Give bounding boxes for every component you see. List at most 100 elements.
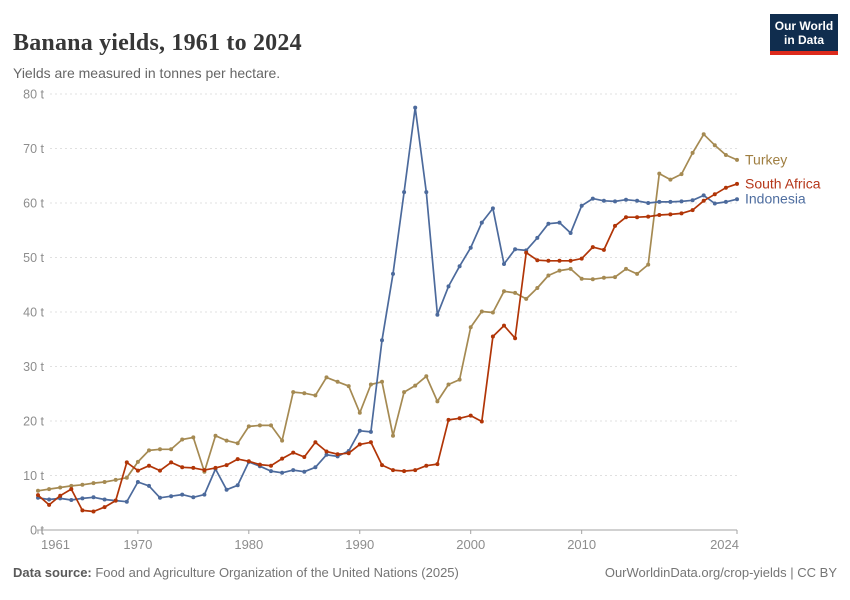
data-point-turkey[interactable]: [235, 441, 240, 446]
data-point-turkey[interactable]: [180, 437, 185, 442]
data-point-turkey[interactable]: [468, 325, 473, 330]
data-point-south-africa[interactable]: [712, 192, 717, 197]
data-point-south-africa[interactable]: [402, 469, 407, 474]
data-point-south-africa[interactable]: [91, 509, 96, 514]
data-point-turkey[interactable]: [513, 290, 518, 295]
data-point-turkey[interactable]: [568, 266, 573, 271]
owid-logo[interactable]: Our World in Data: [770, 14, 838, 55]
data-point-south-africa[interactable]: [80, 508, 85, 513]
data-point-south-africa[interactable]: [235, 457, 240, 462]
data-point-south-africa[interactable]: [368, 440, 373, 445]
data-point-south-africa[interactable]: [579, 256, 584, 261]
data-point-turkey[interactable]: [735, 157, 739, 162]
data-point-south-africa[interactable]: [479, 419, 484, 424]
data-point-turkey[interactable]: [58, 485, 63, 490]
data-point-indonesia[interactable]: [446, 284, 451, 289]
data-point-turkey[interactable]: [535, 286, 540, 290]
data-point-indonesia[interactable]: [69, 498, 74, 502]
data-point-south-africa[interactable]: [513, 336, 518, 341]
data-point-turkey[interactable]: [313, 393, 318, 398]
data-point-turkey[interactable]: [712, 143, 717, 148]
data-point-south-africa[interactable]: [180, 465, 185, 470]
data-point-turkey[interactable]: [158, 447, 162, 452]
data-point-turkey[interactable]: [257, 423, 262, 428]
series-line-turkey[interactable]: [37, 133, 738, 492]
data-point-indonesia[interactable]: [723, 199, 728, 204]
data-point-turkey[interactable]: [524, 296, 529, 301]
data-point-indonesia[interactable]: [435, 312, 440, 317]
data-point-indonesia[interactable]: [735, 197, 739, 202]
data-point-indonesia[interactable]: [546, 221, 551, 226]
data-point-turkey[interactable]: [657, 171, 662, 176]
data-point-south-africa[interactable]: [135, 468, 140, 473]
data-point-turkey[interactable]: [102, 480, 107, 484]
series-label-south-africa[interactable]: South Africa: [745, 175, 821, 191]
data-point-turkey[interactable]: [679, 172, 684, 177]
data-point-turkey[interactable]: [490, 310, 495, 315]
data-point-south-africa[interactable]: [357, 442, 362, 447]
data-point-south-africa[interactable]: [47, 502, 52, 507]
data-point-turkey[interactable]: [191, 435, 196, 440]
data-point-indonesia[interactable]: [135, 480, 140, 484]
data-point-indonesia[interactable]: [624, 197, 628, 202]
data-point-south-africa[interactable]: [346, 451, 351, 456]
data-point-south-africa[interactable]: [502, 323, 506, 328]
data-point-turkey[interactable]: [502, 289, 506, 294]
data-point-indonesia[interactable]: [324, 452, 329, 457]
data-point-south-africa[interactable]: [102, 505, 107, 510]
data-point-south-africa[interactable]: [535, 258, 540, 263]
data-point-indonesia[interactable]: [413, 105, 418, 110]
data-point-indonesia[interactable]: [613, 199, 617, 204]
data-point-south-africa[interactable]: [335, 452, 340, 457]
data-point-turkey[interactable]: [701, 132, 706, 137]
data-point-south-africa[interactable]: [291, 450, 296, 455]
data-point-turkey[interactable]: [590, 277, 595, 282]
data-point-indonesia[interactable]: [202, 492, 207, 497]
data-point-turkey[interactable]: [291, 390, 296, 395]
data-point-turkey[interactable]: [135, 459, 140, 464]
data-point-indonesia[interactable]: [158, 495, 162, 500]
data-point-turkey[interactable]: [479, 309, 484, 314]
data-point-indonesia[interactable]: [568, 231, 573, 235]
data-point-indonesia[interactable]: [91, 495, 96, 500]
data-point-turkey[interactable]: [47, 487, 52, 492]
data-point-indonesia[interactable]: [147, 483, 151, 488]
data-point-south-africa[interactable]: [257, 462, 262, 467]
data-point-indonesia[interactable]: [479, 220, 484, 225]
data-point-south-africa[interactable]: [568, 258, 573, 263]
data-point-indonesia[interactable]: [601, 198, 606, 203]
data-point-south-africa[interactable]: [380, 463, 384, 468]
data-point-turkey[interactable]: [579, 276, 584, 281]
data-point-indonesia[interactable]: [291, 468, 296, 473]
data-point-indonesia[interactable]: [535, 235, 540, 240]
data-point-south-africa[interactable]: [435, 462, 440, 467]
data-point-indonesia[interactable]: [635, 198, 640, 203]
data-point-south-africa[interactable]: [269, 463, 273, 468]
data-point-south-africa[interactable]: [224, 463, 229, 468]
data-point-south-africa[interactable]: [124, 460, 129, 465]
data-point-indonesia[interactable]: [313, 465, 318, 470]
data-point-indonesia[interactable]: [690, 198, 695, 203]
data-point-turkey[interactable]: [380, 379, 384, 384]
data-point-south-africa[interactable]: [113, 498, 118, 503]
data-point-indonesia[interactable]: [80, 496, 85, 501]
data-point-south-africa[interactable]: [147, 463, 151, 468]
data-point-indonesia[interactable]: [457, 264, 462, 269]
data-point-turkey[interactable]: [147, 448, 151, 453]
data-point-south-africa[interactable]: [735, 181, 739, 186]
data-point-turkey[interactable]: [668, 177, 673, 182]
data-point-turkey[interactable]: [80, 482, 85, 487]
data-point-indonesia[interactable]: [646, 201, 651, 205]
data-point-turkey[interactable]: [646, 262, 651, 267]
series-line-indonesia[interactable]: [37, 106, 738, 503]
data-point-turkey[interactable]: [413, 383, 418, 388]
series-line-south-africa[interactable]: [37, 183, 738, 513]
data-point-indonesia[interactable]: [701, 193, 706, 198]
data-point-south-africa[interactable]: [690, 208, 695, 213]
data-point-indonesia[interactable]: [657, 199, 662, 204]
data-point-indonesia[interactable]: [235, 483, 240, 488]
data-point-indonesia[interactable]: [102, 497, 107, 502]
data-point-indonesia[interactable]: [402, 190, 407, 195]
data-point-indonesia[interactable]: [679, 199, 684, 204]
data-point-turkey[interactable]: [69, 483, 74, 488]
